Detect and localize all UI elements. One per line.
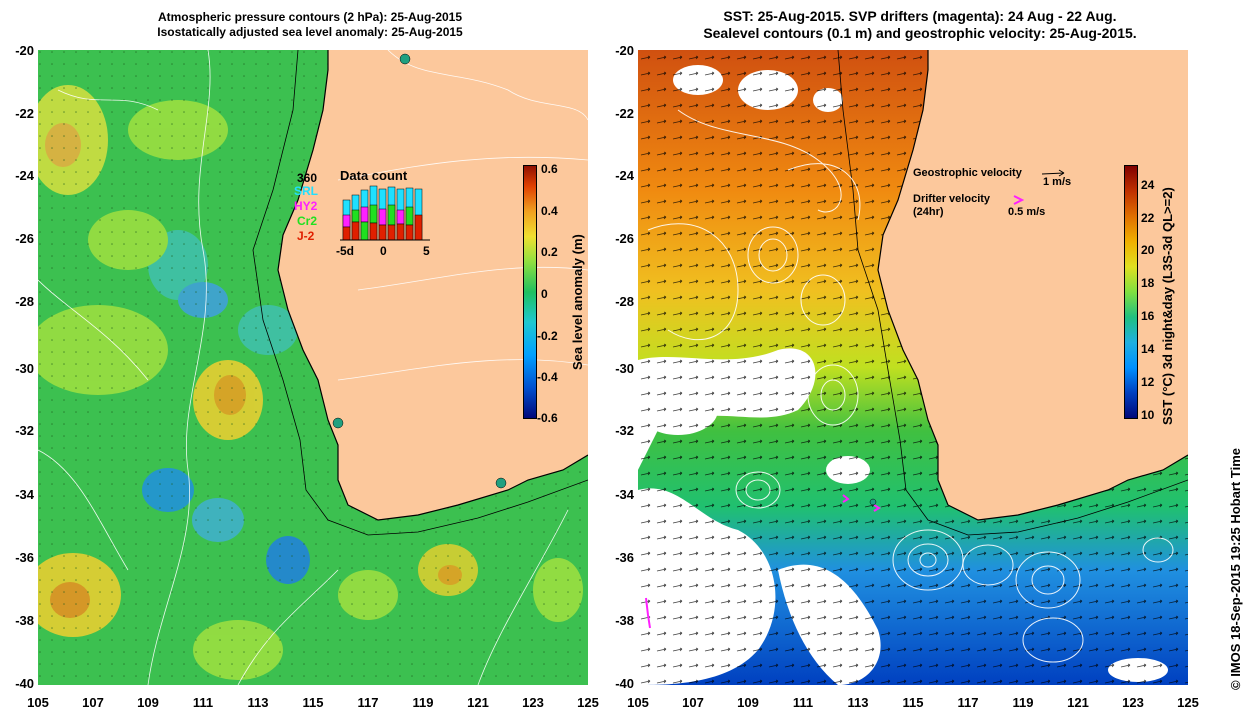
right-x-tick: 113 — [847, 695, 869, 710]
right-y-tick: -22 — [615, 106, 634, 121]
right-x-tick: 115 — [902, 695, 924, 710]
right-y-tick: -40 — [615, 676, 634, 691]
colorbar-tick: 10 — [1141, 408, 1155, 422]
right-x-tick: 111 — [792, 695, 814, 710]
right-x-tick: 119 — [1012, 695, 1034, 710]
colorbar-tick: 22 — [1141, 211, 1155, 225]
right-y-tick: -28 — [615, 294, 634, 309]
left-x-tick: 111 — [192, 695, 214, 710]
geostrophic-scale: 1 m/s — [1043, 176, 1072, 188]
colorbar-tick: -0.4 — [537, 370, 558, 384]
left-y-tick: -36 — [15, 550, 34, 565]
right-title-line1: SST: 25-Aug-2015. SVP drifters (magenta)… — [723, 8, 1117, 24]
sat-label-cr2: Cr2 — [297, 214, 318, 228]
data-count-title: Data count — [340, 168, 408, 183]
left-x-tick: 113 — [247, 695, 269, 710]
colorbar-tick: -0.2 — [537, 329, 558, 343]
right-y-tick: -26 — [615, 231, 634, 246]
data-count-axis-tick: 5 — [423, 244, 430, 258]
right-y-tick: -38 — [615, 613, 634, 628]
sst-colorbar — [1124, 165, 1138, 419]
left-x-tick: 109 — [137, 695, 159, 710]
colorbar-tick: 14 — [1141, 342, 1155, 356]
sat-label-srl: SRL — [294, 184, 318, 198]
sst-map[interactable] — [638, 50, 1188, 685]
left-title-line1: Atmospheric pressure contours (2 hPa): 2… — [157, 10, 463, 24]
colorbar-tick: 18 — [1141, 276, 1155, 290]
left-x-tick: 119 — [412, 695, 434, 710]
right-y-tick: -24 — [615, 168, 634, 183]
left-map-title: Atmospheric pressure contours (2 hPa): 2… — [90, 10, 530, 40]
right-y-tick: -30 — [615, 361, 634, 376]
sat-label-j2: J-2 — [297, 229, 315, 243]
sat-label-hy2: HY2 — [294, 199, 318, 213]
left-x-tick: 123 — [522, 695, 544, 710]
left-y-tick: -32 — [15, 423, 34, 438]
left-x-tick: 121 — [467, 695, 489, 710]
colorbar-tick: 24 — [1141, 178, 1155, 192]
drifter-velocity-label: Drifter velocity — [913, 193, 991, 205]
left-y-tick: -38 — [15, 613, 34, 628]
right-y-tick: -34 — [615, 487, 634, 502]
data-count-axis-tick: 0 — [380, 244, 387, 258]
colorbar-tick: 16 — [1141, 309, 1155, 323]
left-x-tick: 115 — [302, 695, 324, 710]
colorbar-tick: 0.4 — [541, 204, 558, 218]
left-y-tick: -24 — [15, 168, 34, 183]
drifter-arrow-icon — [1013, 195, 1024, 205]
colorbar-tick: -0.6 — [537, 411, 558, 425]
colorbar-tick: 12 — [1141, 375, 1155, 389]
geostrophic-arrow-icon — [1042, 169, 1065, 177]
geostrophic-velocity-label: Geostrophic velocity — [913, 167, 1022, 179]
left-y-tick: -34 — [15, 487, 34, 502]
right-map-title: SST: 25-Aug-2015. SVP drifters (magenta)… — [640, 8, 1200, 42]
left-y-tick: -40 — [15, 676, 34, 691]
right-x-tick: 121 — [1067, 695, 1089, 710]
sst-colorbar-label: SST (°C) 3d night&day (L3S-3d QL>=2) — [1160, 187, 1175, 425]
colorbar-tick: 0.6 — [541, 162, 558, 176]
left-x-tick: 117 — [357, 695, 379, 710]
right-y-tick: -36 — [615, 550, 634, 565]
right-y-tick: -20 — [615, 43, 634, 58]
drifter-period: (24hr) — [913, 206, 944, 218]
left-y-tick: -26 — [15, 231, 34, 246]
data-count-axis-tick: -5d — [336, 244, 354, 258]
left-x-tick: 105 — [27, 695, 49, 710]
sea-level-colorbar-label: Sea level anomaly (m) — [570, 234, 585, 370]
colorbar-tick: 0 — [541, 287, 548, 301]
left-x-tick: 107 — [82, 695, 104, 710]
colorbar-tick: 0.2 — [541, 245, 558, 259]
right-x-tick: 123 — [1122, 695, 1144, 710]
drifter-scale: 0.5 m/s — [1008, 206, 1046, 218]
right-x-tick: 109 — [737, 695, 759, 710]
right-x-tick: 125 — [1177, 695, 1199, 710]
right-y-tick: -32 — [615, 423, 634, 438]
left-y-tick: -22 — [15, 106, 34, 121]
sea-level-anomaly-map[interactable] — [38, 50, 588, 685]
right-x-tick: 105 — [627, 695, 649, 710]
colorbar-tick: 20 — [1141, 243, 1155, 257]
left-y-tick: -20 — [15, 43, 34, 58]
left-title-line2: Isostatically adjusted sea level anomaly… — [157, 25, 463, 39]
right-title-line2: Sealevel contours (0.1 m) and geostrophi… — [703, 25, 1137, 41]
left-y-tick: -28 — [15, 294, 34, 309]
imos-credit: © IMOS 18-Sep-2015 19:25 Hobart Time — [1228, 448, 1243, 690]
right-x-tick: 107 — [682, 695, 704, 710]
left-x-tick: 125 — [577, 695, 599, 710]
left-y-tick: -30 — [15, 361, 34, 376]
data-count-chart — [340, 185, 430, 241]
right-x-tick: 117 — [957, 695, 979, 710]
sea-level-colorbar — [523, 165, 537, 419]
sat-label-360: 360 — [297, 171, 318, 185]
